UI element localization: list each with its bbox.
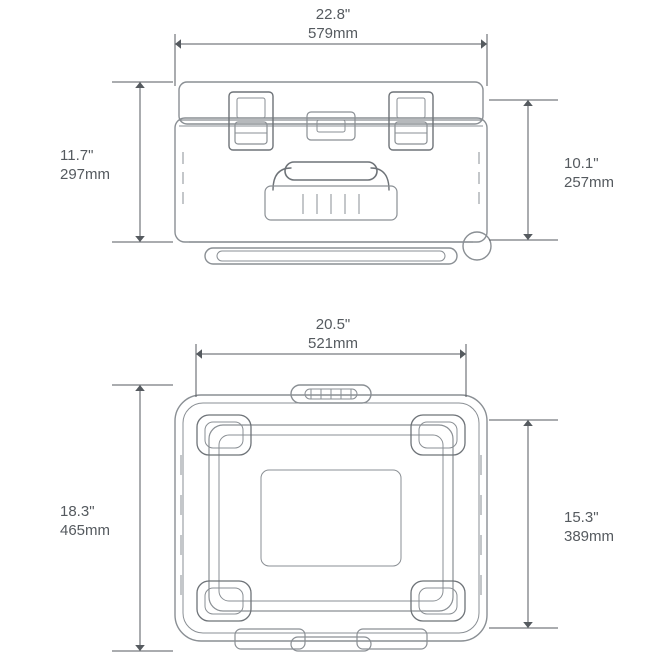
dimension-diagram: 22.8" 579mm 11.7" 297mm 10.1" 257mm 20.5… [0, 0, 666, 666]
front-width-inches: 22.8" [0, 6, 666, 25]
top-depth-left-inches: 18.3" [60, 503, 110, 522]
top-depth-right-label: 15.3" 389mm [564, 509, 614, 547]
top-depth-right-mm: 389mm [564, 528, 614, 547]
top-width-label: 20.5" 521mm [0, 316, 666, 354]
front-width-label: 22.8" 579mm [0, 6, 666, 44]
front-height-right-mm: 257mm [564, 174, 614, 193]
front-height-right-inches: 10.1" [564, 155, 614, 174]
top-depth-right-inches: 15.3" [564, 509, 614, 528]
top-depth-left-label: 18.3" 465mm [60, 503, 110, 541]
top-width-mm: 521mm [0, 335, 666, 354]
front-height-right-label: 10.1" 257mm [564, 155, 614, 193]
top-width-inches: 20.5" [0, 316, 666, 335]
front-height-left-inches: 11.7" [60, 147, 110, 166]
front-width-mm: 579mm [0, 25, 666, 44]
top-depth-left-mm: 465mm [60, 522, 110, 541]
front-height-left-label: 11.7" 297mm [60, 147, 110, 185]
front-height-left-mm: 297mm [60, 166, 110, 185]
